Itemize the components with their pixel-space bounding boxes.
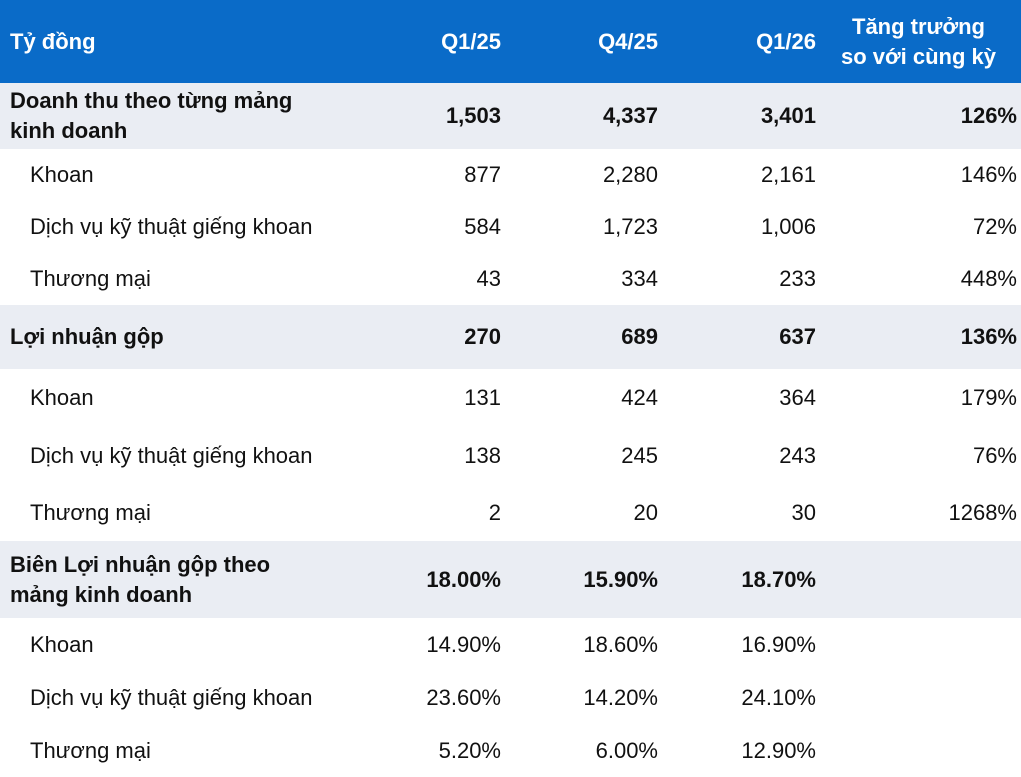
growth-cell: 448% (960, 266, 1017, 291)
value-cell: 18.00% (395, 541, 505, 618)
section-title-line2: kinh doanh (10, 118, 128, 143)
growth-cell: 72% (972, 214, 1017, 239)
value-cell: 233 (779, 266, 816, 291)
growth-cell: 76% (972, 442, 1017, 468)
value-cell: 14.20% (583, 684, 658, 710)
row-label: Khoan (30, 385, 94, 410)
value-cell: 6.00% (595, 737, 658, 763)
period-header-q1-25: Q1/25 (395, 0, 505, 83)
section-row-revenue: Doanh thu theo từng mảng kinh doanh 1,503… (0, 83, 1021, 149)
value-cell: 637 (662, 305, 820, 369)
row-label: Thương mại (30, 266, 151, 291)
growth-header-line1: Tăng trưởng (852, 13, 985, 39)
value-cell: 270 (395, 305, 505, 369)
value-cell: 2 (488, 499, 501, 525)
value-cell: 1,503 (395, 83, 505, 149)
value-cell: 23.60% (426, 684, 501, 710)
value-cell: 18.60% (583, 631, 658, 657)
value-cell: 18.70% (662, 541, 820, 618)
row-label: Dịch vụ kỹ thuật giếng khoan (30, 684, 313, 710)
value-cell: 877 (464, 162, 501, 187)
section-title-line1: Doanh thu theo từng mảng (10, 88, 293, 113)
value-cell: 138 (464, 442, 501, 468)
value-cell: 243 (779, 442, 816, 468)
value-cell: 424 (621, 385, 658, 410)
period-header-q4-25: Q4/25 (505, 0, 662, 83)
section-row-gross-margin: Biên Lợi nhuận gộp theo mảng kinh doanh 1… (0, 541, 1021, 618)
growth-cell: 136% (820, 305, 1021, 369)
row-label: Thương mại (30, 737, 151, 763)
value-cell: 15.90% (505, 541, 662, 618)
growth-cell (820, 618, 1021, 671)
table-row: Dịch vụ kỹ thuật giếng khoan 138 245 243… (0, 427, 1021, 484)
value-cell: 14.90% (426, 631, 501, 657)
value-cell: 1,723 (602, 214, 658, 239)
value-cell: 5.20% (438, 737, 501, 763)
value-cell: 689 (505, 305, 662, 369)
table-row: Khoan 877 2,280 2,161 146% (0, 149, 1021, 201)
section-title-line2: mảng kinh doanh (10, 581, 193, 607)
growth-cell (820, 541, 1021, 618)
table-row: Khoan 14.90% 18.60% 16.90% (0, 618, 1021, 671)
table-row: Dịch vụ kỹ thuật giếng khoan 584 1,723 1… (0, 201, 1021, 253)
row-label: Thương mại (30, 499, 151, 525)
value-cell: 2,161 (760, 162, 816, 187)
growth-header-line2: so với cùng kỳ (840, 43, 997, 69)
growth-cell: 179% (960, 385, 1017, 410)
table-row: Thương mại 2 20 30 1268% (0, 484, 1021, 541)
growth-header: Tăng trưởng so với cùng kỳ (820, 0, 1021, 83)
value-cell: 16.90% (741, 631, 816, 657)
period-header-q1-26: Q1/26 (662, 0, 820, 83)
value-cell: 43 (476, 266, 501, 291)
row-label: Dịch vụ kỹ thuật giếng khoan (30, 442, 313, 468)
section-title: Doanh thu theo từng mảng kinh doanh (0, 83, 395, 149)
header-row: Tỷ đồng Q1/25 Q4/25 Q1/26 Tăng trưởng so … (0, 0, 1021, 83)
section-title-line1: Biên Lợi nhuận gộp theo (10, 551, 271, 577)
value-cell: 2,280 (602, 162, 658, 187)
growth-cell: 146% (960, 162, 1017, 187)
growth-cell: 1268% (948, 499, 1017, 525)
value-cell: 24.10% (741, 684, 816, 710)
value-cell: 3,401 (662, 83, 820, 149)
value-cell: 30 (791, 499, 816, 525)
section-title: Biên Lợi nhuận gộp theo mảng kinh doanh (0, 541, 395, 618)
value-cell: 131 (464, 385, 501, 410)
table-row: Khoan 131 424 364 179% (0, 369, 1021, 427)
unit-header: Tỷ đồng (0, 0, 395, 83)
row-label: Dịch vụ kỹ thuật giếng khoan (30, 214, 313, 239)
section-row-gross-profit: Lợi nhuận gộp 270 689 637 136% (0, 305, 1021, 369)
value-cell: 245 (621, 442, 658, 468)
section-title: Lợi nhuận gộp (0, 305, 395, 369)
row-label: Khoan (30, 631, 94, 657)
value-cell: 4,337 (505, 83, 662, 149)
value-cell: 334 (621, 266, 658, 291)
value-cell: 20 (633, 499, 658, 525)
growth-cell (820, 724, 1021, 777)
growth-cell: 126% (820, 83, 1021, 149)
row-label: Khoan (30, 162, 94, 187)
value-cell: 12.90% (741, 737, 816, 763)
growth-cell (820, 671, 1021, 724)
value-cell: 1,006 (760, 214, 816, 239)
table-row: Dịch vụ kỹ thuật giếng khoan 23.60% 14.2… (0, 671, 1021, 724)
value-cell: 584 (464, 214, 501, 239)
value-cell: 364 (779, 385, 816, 410)
table-row: Thương mại 43 334 233 448% (0, 253, 1021, 305)
table-row: Thương mại 5.20% 6.00% 12.90% (0, 724, 1021, 777)
